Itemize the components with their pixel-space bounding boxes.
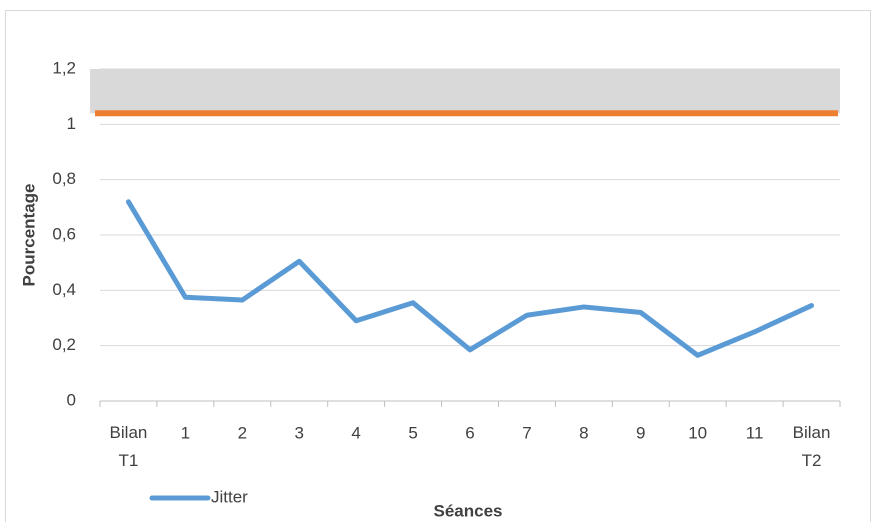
y-tick-label: 0,8: [52, 169, 76, 188]
y-tick-label: 0: [67, 390, 76, 409]
y-tick-label: 0,4: [52, 280, 76, 299]
x-tick-label: 6: [465, 423, 474, 442]
y-tick-label: 1: [67, 114, 76, 133]
x-axis-title: Séances: [434, 501, 503, 520]
series-line: [125, 199, 815, 358]
x-tick-label: 5: [408, 423, 417, 442]
x-tick-label: 3: [294, 423, 303, 442]
y-tick-label: 1,2: [52, 58, 76, 77]
x-tick-label: 2: [238, 423, 247, 442]
x-tick-label: 1: [181, 423, 190, 442]
x-tick-label: 11: [746, 423, 764, 442]
x-tick-label: 9: [636, 423, 645, 442]
y-axis-title: Pourcentage: [19, 184, 38, 287]
x-tick-label: 10: [688, 423, 707, 442]
x-tick-label: Bilan T1: [110, 423, 148, 470]
x-tick-label: 4: [351, 423, 360, 442]
reference-band: [90, 69, 840, 114]
x-tick-label: 8: [579, 423, 588, 442]
x-tick-label: 7: [522, 423, 531, 442]
x-tick-label: Bilan T2: [793, 423, 831, 470]
y-tick-label: 0,6: [52, 224, 76, 243]
y-tick-label: 0,2: [52, 335, 76, 354]
legend-label: Jitter: [211, 487, 248, 506]
